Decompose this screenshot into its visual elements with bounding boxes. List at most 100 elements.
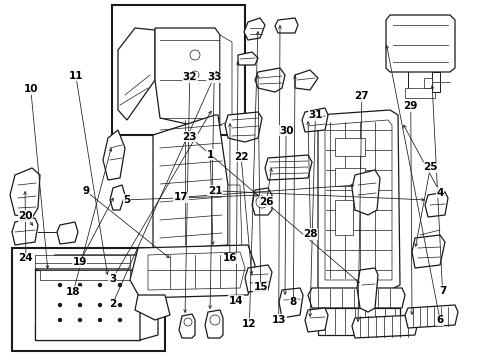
Polygon shape [118, 28, 155, 120]
Text: 18: 18 [66, 287, 81, 297]
Polygon shape [302, 108, 327, 132]
Text: 26: 26 [259, 197, 273, 207]
Text: 28: 28 [303, 229, 317, 239]
Bar [423, 78, 431, 88]
Circle shape [118, 303, 121, 306]
Circle shape [209, 315, 220, 325]
Text: 4: 4 [435, 188, 443, 198]
Polygon shape [351, 315, 417, 338]
Polygon shape [251, 188, 271, 215]
Text: 3: 3 [109, 274, 116, 284]
Text: 2: 2 [109, 299, 116, 309]
Polygon shape [224, 112, 262, 142]
Text: 29: 29 [403, 101, 417, 111]
Polygon shape [351, 170, 379, 215]
Circle shape [98, 284, 102, 287]
Text: 6: 6 [436, 315, 443, 325]
Polygon shape [135, 295, 170, 320]
Text: 20: 20 [18, 211, 33, 221]
Circle shape [79, 319, 81, 321]
Polygon shape [424, 192, 447, 217]
Text: 14: 14 [228, 296, 243, 306]
Circle shape [118, 284, 121, 287]
Polygon shape [130, 245, 254, 298]
Circle shape [256, 196, 267, 208]
Polygon shape [244, 18, 264, 40]
Polygon shape [35, 255, 130, 268]
Circle shape [190, 50, 200, 60]
Bar [334, 168, 364, 186]
Polygon shape [153, 115, 227, 250]
Text: 11: 11 [68, 71, 83, 81]
Polygon shape [411, 235, 444, 268]
Circle shape [191, 71, 199, 79]
Polygon shape [385, 15, 454, 72]
Polygon shape [204, 310, 223, 338]
Text: 9: 9 [82, 186, 89, 196]
Circle shape [79, 284, 81, 287]
Circle shape [98, 303, 102, 306]
Text: 32: 32 [182, 72, 197, 82]
Polygon shape [254, 68, 285, 92]
Polygon shape [57, 222, 78, 244]
Bar [12, 248, 164, 351]
Text: 15: 15 [253, 282, 267, 292]
Text: 13: 13 [271, 315, 285, 325]
Circle shape [59, 303, 61, 306]
Text: 16: 16 [222, 253, 237, 264]
Circle shape [59, 284, 61, 287]
Text: 1: 1 [206, 150, 213, 160]
Text: 17: 17 [173, 192, 188, 202]
Text: 31: 31 [307, 110, 322, 120]
Text: 22: 22 [233, 152, 248, 162]
Polygon shape [220, 35, 231, 125]
Circle shape [79, 303, 81, 306]
Polygon shape [179, 314, 195, 338]
Polygon shape [110, 185, 125, 210]
Polygon shape [294, 70, 317, 90]
Circle shape [59, 319, 61, 321]
Circle shape [183, 318, 192, 326]
Polygon shape [317, 110, 399, 290]
Polygon shape [279, 288, 303, 318]
Text: 19: 19 [72, 257, 87, 267]
Bar [431, 72, 439, 92]
Bar [404, 88, 434, 98]
Polygon shape [305, 308, 327, 332]
Polygon shape [40, 270, 130, 280]
Text: 8: 8 [289, 297, 296, 307]
Polygon shape [238, 52, 258, 65]
Bar [334, 200, 352, 235]
Bar [334, 138, 364, 156]
Text: 10: 10 [23, 84, 38, 94]
Circle shape [98, 319, 102, 321]
Polygon shape [264, 155, 311, 180]
Text: 33: 33 [206, 72, 221, 82]
Text: 7: 7 [438, 286, 446, 296]
Polygon shape [12, 218, 38, 245]
Text: 23: 23 [182, 132, 197, 142]
Text: 12: 12 [242, 319, 256, 329]
Polygon shape [307, 288, 404, 308]
Polygon shape [103, 130, 125, 180]
Polygon shape [356, 268, 377, 312]
Text: 21: 21 [207, 186, 222, 196]
Circle shape [118, 319, 121, 321]
Text: 5: 5 [123, 195, 130, 205]
Polygon shape [404, 305, 457, 328]
Polygon shape [10, 168, 40, 218]
Text: 25: 25 [422, 162, 437, 172]
Bar [112, 5, 244, 135]
Polygon shape [35, 255, 158, 270]
Polygon shape [140, 262, 158, 340]
Polygon shape [35, 270, 140, 340]
Polygon shape [317, 308, 399, 335]
Polygon shape [244, 265, 271, 292]
Text: 24: 24 [19, 253, 33, 264]
Polygon shape [155, 28, 220, 128]
Polygon shape [148, 252, 244, 290]
Text: 27: 27 [354, 91, 368, 102]
Polygon shape [274, 18, 297, 33]
Polygon shape [35, 325, 140, 340]
Polygon shape [227, 185, 242, 250]
